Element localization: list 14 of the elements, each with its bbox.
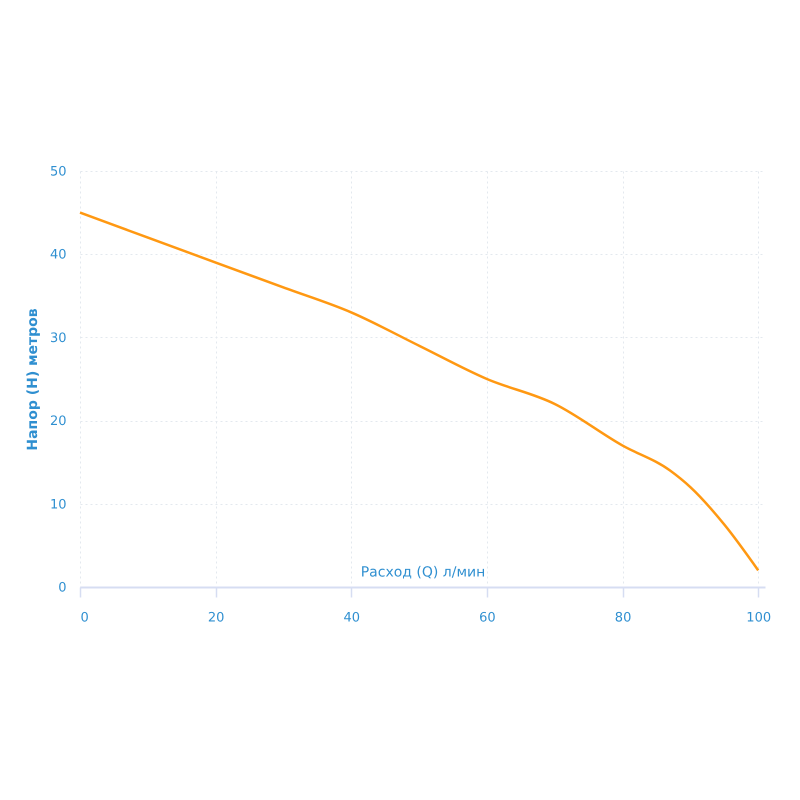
x-tick-label: 60 bbox=[479, 610, 496, 626]
x-tick-label: 100 bbox=[746, 610, 772, 626]
y-axis-title: Напор (H) метров bbox=[24, 308, 41, 451]
y-tick-label: 10 bbox=[50, 497, 66, 512]
x-tick-label: 40 bbox=[344, 610, 360, 626]
x-axis-title: Расход (Q) л/мин bbox=[360, 564, 486, 580]
y-tick-label: 50 bbox=[50, 164, 66, 180]
y-tick-label: 0 bbox=[58, 580, 66, 596]
x-tick-label: 0 bbox=[80, 610, 89, 626]
y-tick-label: 30 bbox=[50, 330, 66, 346]
x-tick-label: 20 bbox=[208, 610, 224, 626]
y-tick-label: 20 bbox=[50, 414, 66, 430]
y-tick-label: 40 bbox=[50, 248, 66, 263]
x-tick-label: 80 bbox=[614, 610, 632, 626]
